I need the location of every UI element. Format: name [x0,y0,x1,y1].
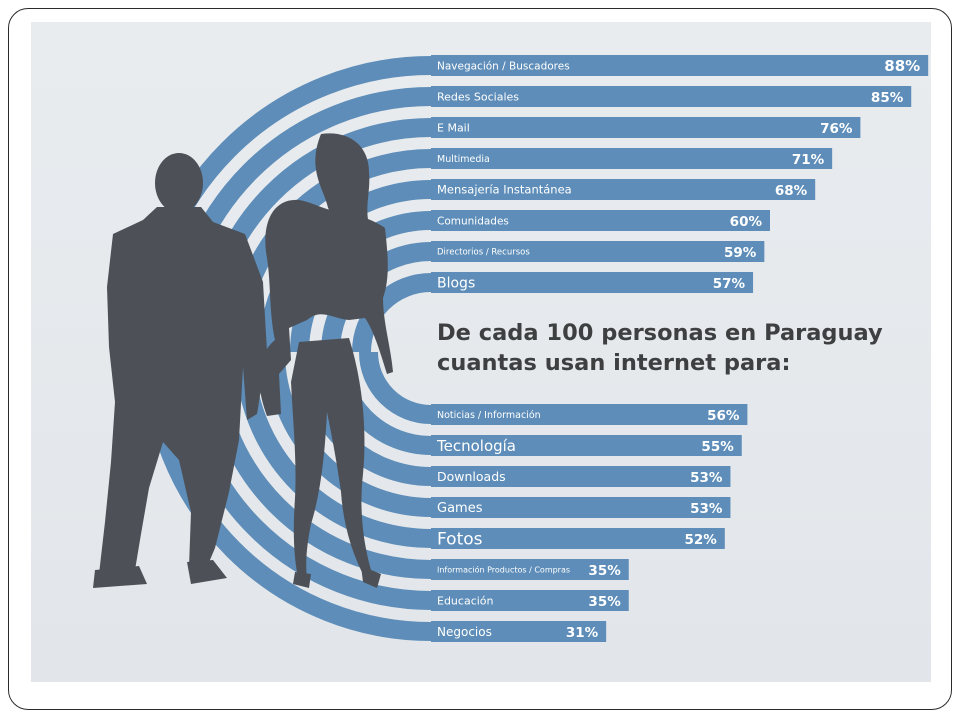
bar-value: 55% [701,439,734,455]
bar-value: 53% [690,501,723,517]
chart-headline: De cada 100 personas en Paraguay cuantas… [437,320,883,376]
bar-value: 53% [690,470,723,486]
bar-label: E Mail [437,121,470,134]
woman-silhouette-icon [259,133,393,588]
bar-label: Blogs [437,276,475,292]
bar-value: 85% [871,90,904,106]
bar-label: Downloads [437,469,506,484]
bar-0-4 [431,179,816,200]
bar-value: 76% [820,121,853,137]
bar-value: 35% [588,594,621,610]
bar-value: 56% [707,408,740,424]
bar-value: 57% [713,276,746,292]
bars-layer: Navegación / Buscadores 88% Redes Sociales… [431,55,929,642]
bar-1-1 [431,435,742,456]
bar-label: Directorios / Recursos [437,248,530,258]
bar-1-7 [431,621,607,642]
bar-label: Comunidades [437,215,509,227]
bar-label: Mensajería Instantánea [437,183,572,197]
bar-0-6 [431,241,765,262]
bar-1-3 [431,497,731,518]
bar-label: Games [437,501,483,516]
bar-value: 52% [684,532,717,548]
arc-band [359,351,432,424]
bar-label: Navegación / Buscadores [437,60,570,72]
bar-value: 71% [792,152,825,168]
bar-label: Tecnología [436,437,516,455]
bar-1-0 [431,404,748,425]
bar-value: 68% [775,183,808,199]
bar-1-5 [431,559,629,580]
bar-value: 35% [588,563,621,579]
bar-value: 31% [566,625,599,641]
bar-label: Fotos [437,530,483,550]
bar-0-2 [431,117,861,138]
headline-line-1: De cada 100 personas en Paraguay [437,320,883,346]
bar-label: Información Productos / Compras [437,564,570,574]
bar-value: 60% [730,214,763,230]
internet-usage-infographic: Navegación / Buscadores 88% Redes Sociales… [93,55,929,642]
bar-0-3 [431,148,833,169]
bar-value: 59% [724,245,757,261]
bar-1-4 [431,528,725,549]
headline-line-2: cuantas usan internet para: [437,350,790,376]
bar-label: Educación [437,594,494,607]
bar-label: Multimedia [437,154,490,165]
infographic-panel: Navegación / Buscadores 88% Redes Sociales… [31,22,931,682]
bar-0-5 [431,210,770,231]
bar-1-2 [431,466,731,487]
bar-1-6 [431,590,629,611]
bar-label: Noticias / Información [437,410,541,421]
bar-value: 88% [884,57,920,75]
bar-0-1 [431,86,912,107]
bar-0-7 [431,272,754,293]
bar-0-0 [431,55,929,76]
bar-label: Negocios [437,625,492,639]
bar-label: Redes Sociales [437,90,519,103]
man-silhouette-icon [93,153,267,588]
